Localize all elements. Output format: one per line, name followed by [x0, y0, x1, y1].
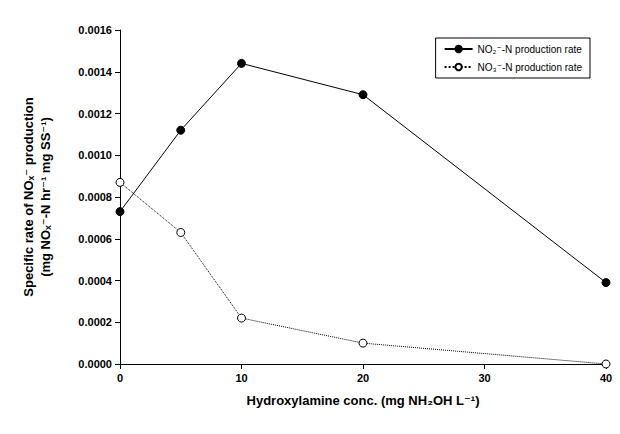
svg-text:Hydroxylamine conc. (mg NH₂OH: Hydroxylamine conc. (mg NH₂OH L⁻¹) [247, 393, 480, 408]
svg-text:10: 10 [235, 372, 247, 384]
svg-text:(mg NOₓ⁻-N hr⁻¹ mg SS⁻¹): (mg NOₓ⁻-N hr⁻¹ mg SS⁻¹) [38, 117, 53, 277]
svg-text:0.0002: 0.0002 [78, 316, 112, 328]
svg-text:0: 0 [117, 372, 123, 384]
svg-text:NO₂⁻-N production rate: NO₂⁻-N production rate [478, 44, 583, 55]
svg-text:40: 40 [600, 372, 612, 384]
svg-text:0.0010: 0.0010 [78, 149, 112, 161]
svg-text:0.0006: 0.0006 [78, 233, 112, 245]
svg-text:0.0014: 0.0014 [78, 66, 113, 78]
svg-text:NO₃⁻-N production rate: NO₃⁻-N production rate [478, 62, 583, 73]
svg-text:0.0016: 0.0016 [78, 24, 112, 36]
svg-text:0.0012: 0.0012 [78, 108, 112, 120]
svg-text:0.0000: 0.0000 [78, 358, 112, 370]
svg-text:30: 30 [478, 372, 490, 384]
svg-text:0.0004: 0.0004 [78, 275, 113, 287]
svg-text:0.0008: 0.0008 [78, 191, 112, 203]
svg-text:Specific rate of NOₓ⁻ producti: Specific rate of NOₓ⁻ production [21, 97, 36, 296]
svg-text:20: 20 [357, 372, 369, 384]
